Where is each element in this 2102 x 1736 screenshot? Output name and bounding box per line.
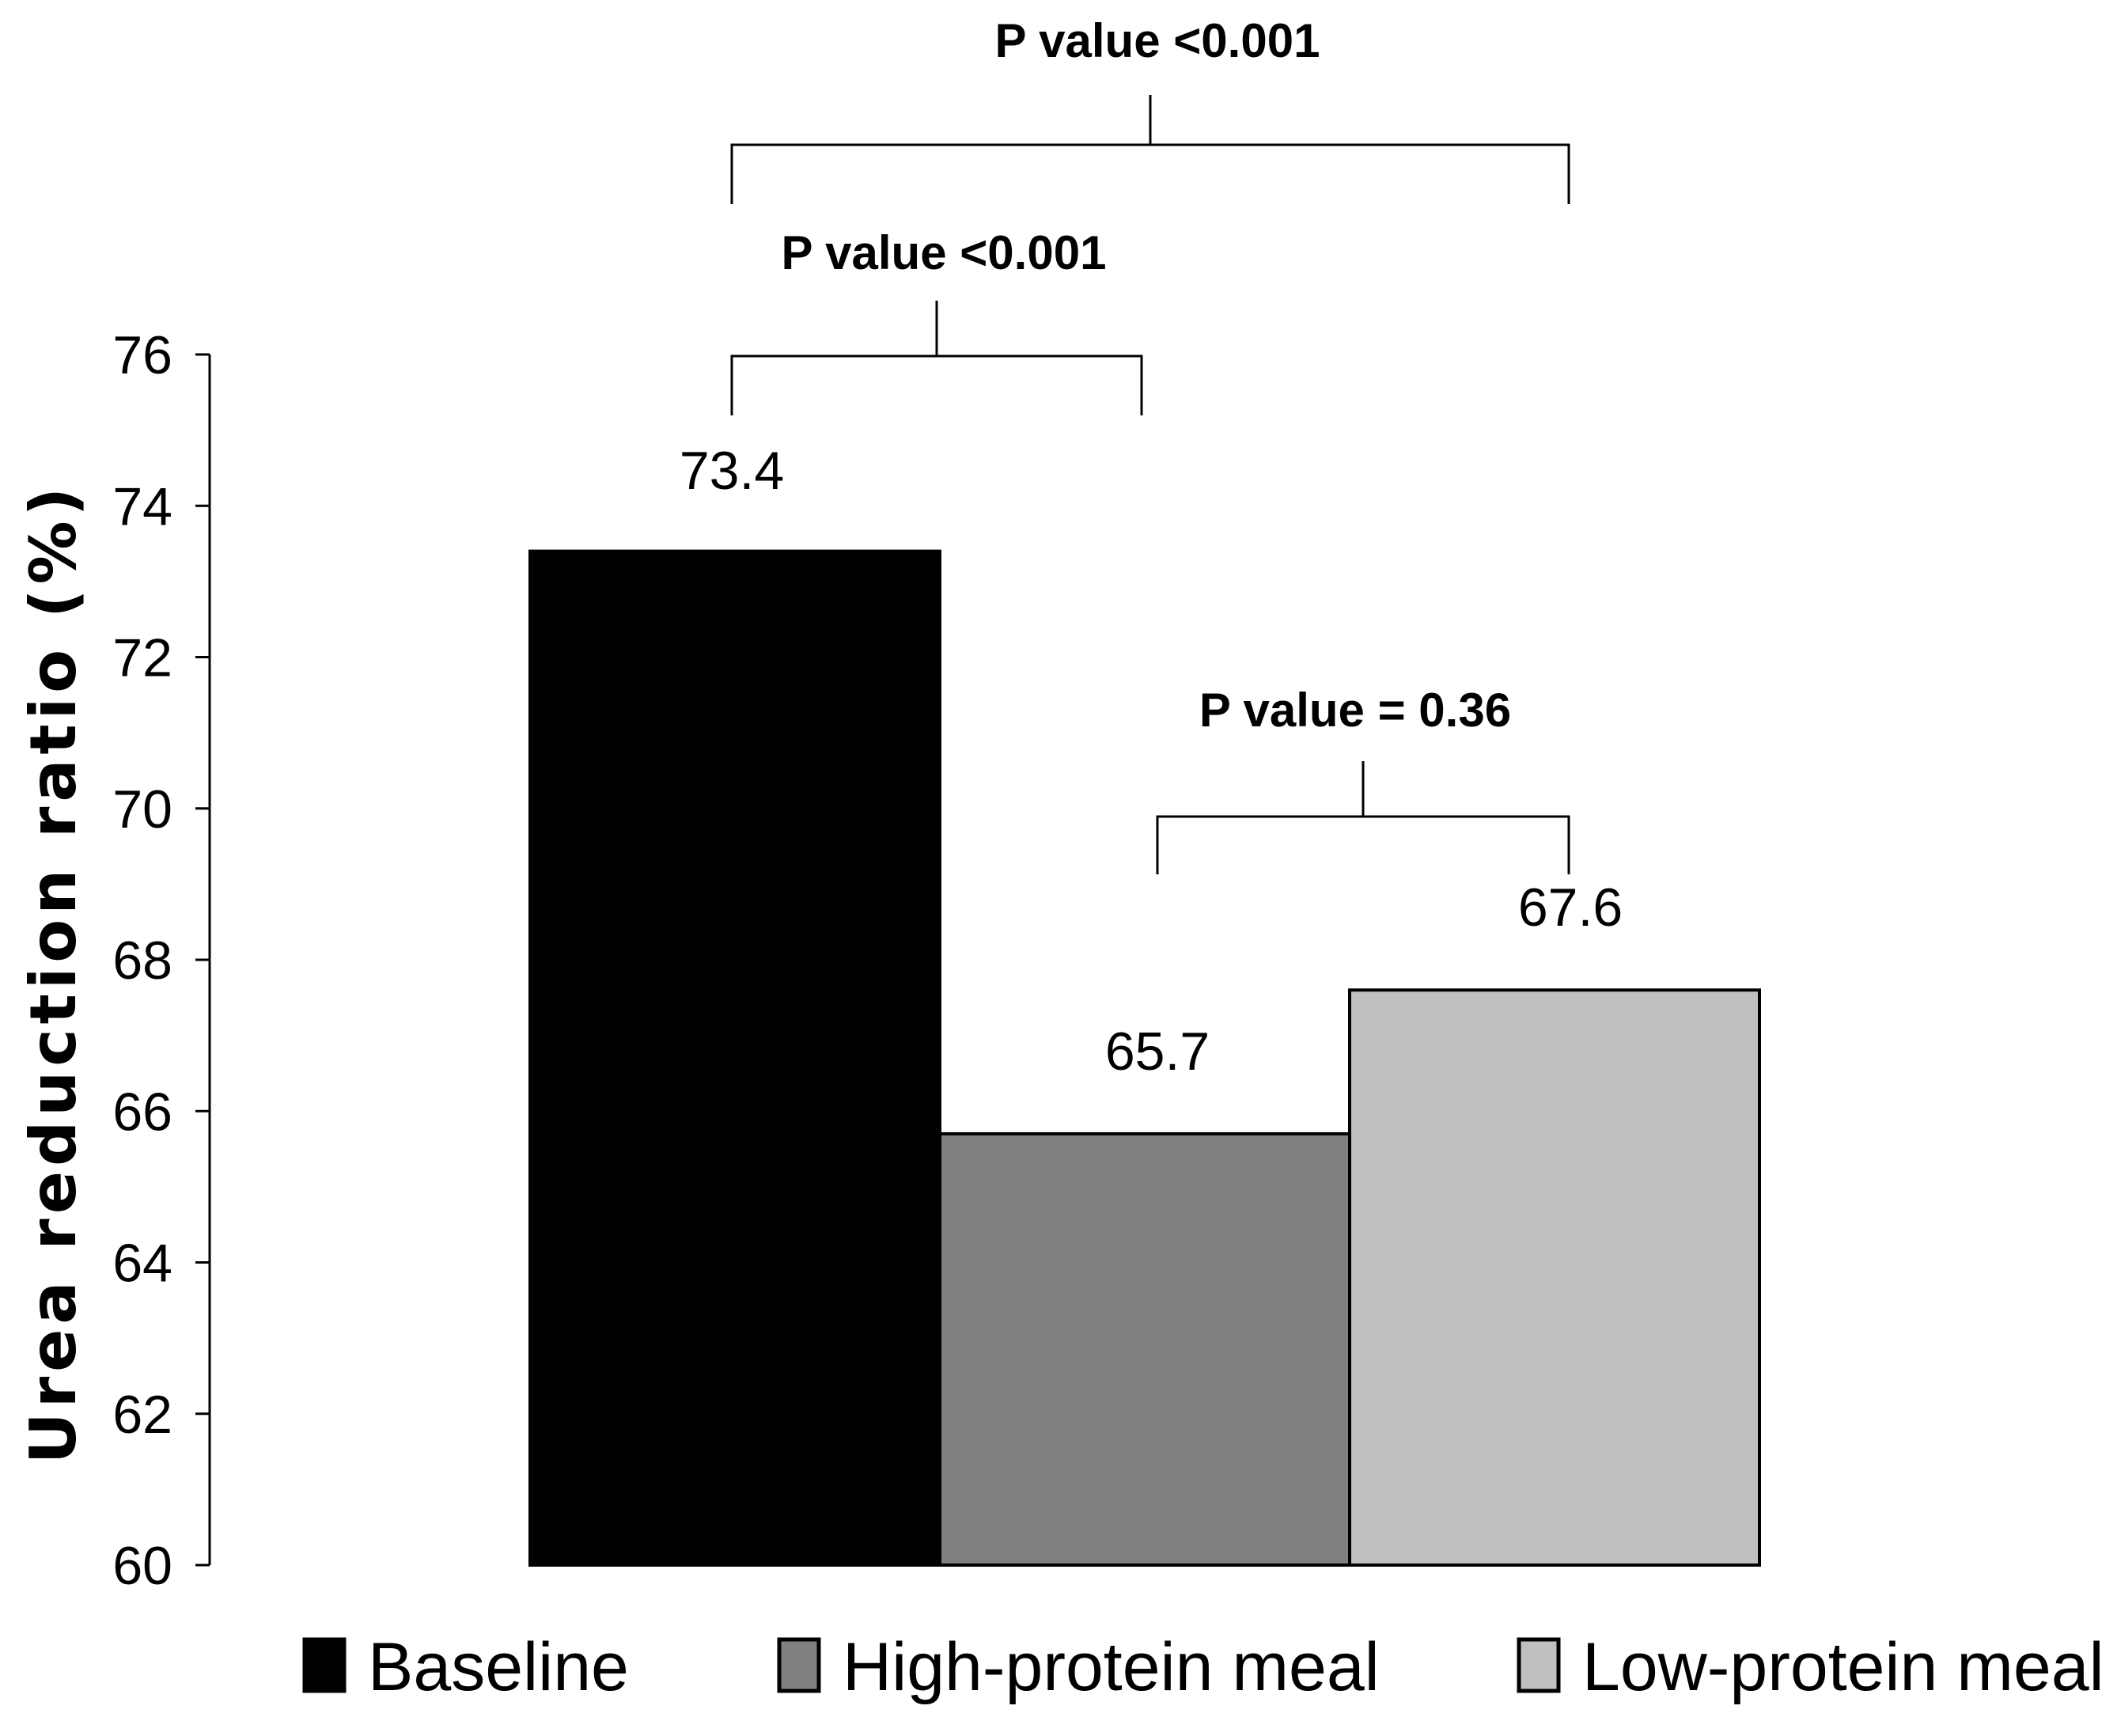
y-tick-label: 60 bbox=[112, 1536, 172, 1596]
y-tick-label: 62 bbox=[112, 1385, 172, 1445]
p-value-label: P value <0.001 bbox=[782, 226, 1107, 279]
legend-swatch bbox=[302, 1637, 347, 1693]
p-value-label: P value <0.001 bbox=[995, 14, 1320, 67]
legend-label: Baseline bbox=[368, 1629, 629, 1705]
bar-1 bbox=[528, 549, 941, 1567]
legend-entry-1: Baseline bbox=[302, 1629, 629, 1705]
legend-entry-2: High-protein meal bbox=[777, 1629, 1380, 1705]
p-value-bracket-2: P value <0.001 bbox=[730, 226, 1143, 415]
bar-3 bbox=[1348, 988, 1761, 1567]
legend-label: High-protein meal bbox=[843, 1629, 1380, 1705]
data-label-3: 67.6 bbox=[1518, 877, 1623, 938]
bracket-line bbox=[730, 95, 1570, 204]
p-value-bracket-1: P value <0.001 bbox=[730, 14, 1570, 204]
y-tick-label: 74 bbox=[112, 476, 172, 536]
bracket-line bbox=[730, 301, 1143, 415]
y-tick-label: 66 bbox=[112, 1082, 172, 1142]
data-label-2: 65.7 bbox=[1105, 1022, 1210, 1082]
y-tick-label: 64 bbox=[112, 1234, 172, 1294]
y-axis-label: Urea reduction ratio (%) bbox=[17, 483, 90, 1464]
y-tick-label: 68 bbox=[112, 931, 172, 991]
y-axis: 60 62 64 66 68 70 72 74 76 bbox=[112, 325, 211, 1596]
legend-entry-3: Low-protein meal bbox=[1517, 1629, 2102, 1705]
p-value-label: P value = 0.36 bbox=[1199, 684, 1511, 737]
legend-swatch bbox=[777, 1637, 821, 1693]
bar-2 bbox=[938, 1131, 1351, 1567]
y-tick-label: 76 bbox=[112, 325, 172, 385]
y-tick-label: 72 bbox=[112, 628, 172, 688]
legend-label: Low-protein meal bbox=[1582, 1629, 2102, 1705]
p-value-annotations: P value <0.001 P value <0.001 P value = 0.… bbox=[730, 14, 1570, 874]
bracket-line bbox=[1156, 761, 1570, 874]
data-label-1: 73.4 bbox=[680, 441, 784, 501]
y-tick-label: 70 bbox=[112, 779, 172, 840]
legend: Baseline High-protein meal Low-protein mea… bbox=[302, 1629, 2102, 1705]
legend-swatch bbox=[1517, 1637, 1561, 1693]
p-value-bracket-3: P value = 0.36 bbox=[1156, 684, 1570, 874]
bars: 73.4 65.7 67.6 bbox=[528, 441, 1761, 1567]
